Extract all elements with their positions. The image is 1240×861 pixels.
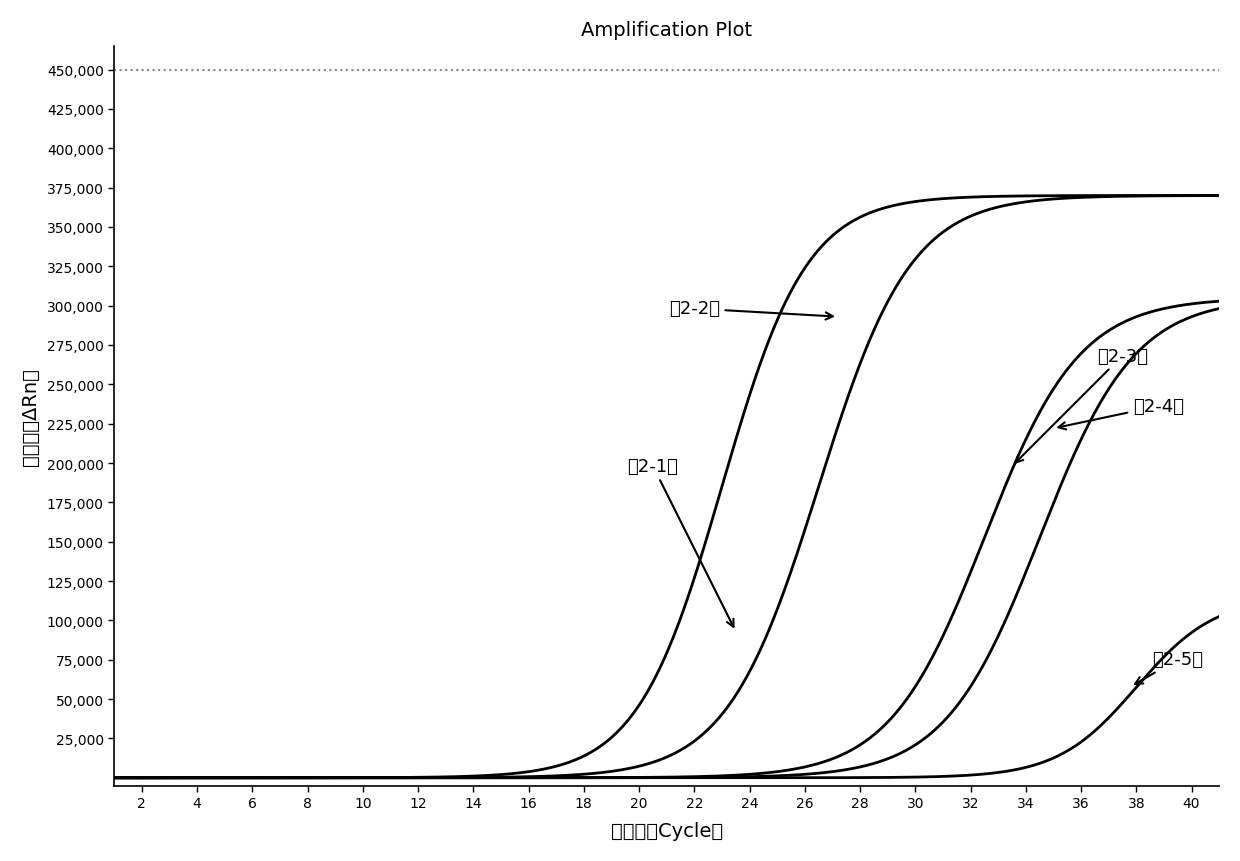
X-axis label: 循环数（Cycle）: 循环数（Cycle）	[610, 821, 723, 840]
Y-axis label: 荧光值（ΔRn）: 荧光值（ΔRn）	[21, 368, 40, 465]
Text: （2-2）: （2-2）	[668, 300, 833, 320]
Text: （2-3）: （2-3）	[1016, 347, 1148, 463]
Text: （2-4）: （2-4）	[1059, 398, 1184, 430]
Text: （2-1）: （2-1）	[627, 457, 733, 627]
Text: （2-5）: （2-5）	[1135, 651, 1203, 684]
Title: Amplification Plot: Amplification Plot	[582, 21, 753, 40]
